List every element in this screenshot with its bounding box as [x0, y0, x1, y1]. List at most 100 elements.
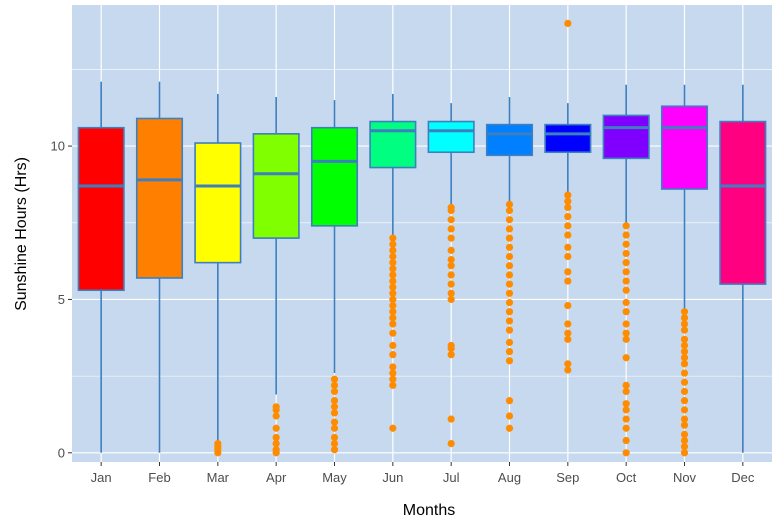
- outlier-point: [389, 252, 397, 261]
- outlier-point: [564, 320, 572, 328]
- outlier-point: [505, 206, 514, 215]
- outlier-point: [272, 433, 280, 442]
- outlier-point: [330, 418, 339, 426]
- outlier-point: [272, 446, 280, 454]
- x-tick-label: Jun: [382, 470, 403, 485]
- outlier-point: [622, 381, 630, 389]
- outlier-point: [680, 347, 689, 356]
- outlier-point: [272, 403, 280, 411]
- x-tick-label: Dec: [731, 470, 755, 485]
- outlier-point: [680, 415, 689, 423]
- outlier-point: [389, 341, 397, 350]
- box-aug: [485, 123, 534, 157]
- outlier-point: [622, 436, 630, 445]
- outlier-point: [330, 397, 339, 405]
- outlier-point: [680, 314, 689, 322]
- outlier-point: [389, 369, 397, 377]
- outlier-point: [564, 213, 572, 221]
- outlier-point: [389, 234, 397, 242]
- outlier-point: [447, 255, 455, 264]
- outlier-point: [330, 387, 339, 396]
- outlier-point: [622, 415, 630, 423]
- outlier-point: [505, 271, 514, 279]
- outlier-point: [680, 378, 689, 386]
- outlier-point: [389, 308, 397, 316]
- outlier-point: [505, 357, 514, 365]
- outlier-point: [680, 436, 689, 445]
- outlier-point: [564, 366, 572, 374]
- outlier-point: [680, 387, 689, 396]
- outlier-point: [447, 280, 455, 288]
- x-tick-label: Nov: [673, 470, 697, 485]
- outlier-point: [447, 203, 455, 212]
- outlier-point: [564, 301, 572, 310]
- outlier-point: [622, 406, 630, 414]
- outlier-point: [622, 298, 630, 307]
- outlier-point: [330, 381, 339, 389]
- box-jul: [427, 120, 475, 154]
- outlier-point: [622, 231, 630, 239]
- box-jun: [369, 120, 417, 169]
- outlier-point: [330, 403, 339, 411]
- y-tick-label: 0: [58, 445, 65, 460]
- outlier-point: [680, 421, 689, 429]
- outlier-point: [680, 335, 689, 343]
- box-oct: [602, 114, 650, 160]
- outlier-point: [447, 415, 455, 423]
- outlier-point: [389, 375, 397, 383]
- box-mar: [194, 142, 242, 264]
- x-tick-label: Sep: [556, 470, 579, 485]
- outlier-point: [680, 354, 689, 362]
- outlier-point: [680, 397, 689, 405]
- outlier-point: [272, 424, 280, 432]
- x-tick-label: Apr: [266, 470, 287, 485]
- outlier-point: [389, 363, 397, 371]
- outlier-point: [622, 240, 630, 248]
- y-tick-label: 5: [58, 292, 65, 307]
- outlier-point: [564, 252, 572, 261]
- outlier-point: [622, 320, 630, 328]
- outlier-point: [564, 243, 572, 251]
- outlier-point: [622, 387, 630, 396]
- outlier-point: [505, 298, 514, 307]
- outlier-point: [680, 443, 689, 451]
- outlier-point: [622, 424, 630, 432]
- outlier-point: [330, 433, 339, 442]
- outlier-point: [389, 424, 397, 432]
- outlier-point: [505, 262, 514, 270]
- outlier-point: [622, 335, 630, 343]
- outlier-point: [330, 424, 339, 432]
- x-tick-label: May: [322, 470, 347, 485]
- outlier-point: [389, 289, 397, 297]
- outlier-point: [389, 240, 397, 248]
- outlier-point: [564, 277, 572, 285]
- outlier-point: [389, 329, 397, 337]
- outlier-point: [680, 341, 689, 350]
- outlier-point: [564, 268, 572, 276]
- outlier-point: [447, 225, 455, 233]
- x-tick-label: Jul: [443, 470, 460, 485]
- outlier-point: [622, 277, 630, 285]
- outlier-point: [389, 314, 397, 322]
- outlier-point: [272, 412, 280, 420]
- outlier-point: [505, 326, 514, 334]
- x-axis-title: Months: [403, 502, 455, 519]
- outlier-point: [389, 295, 397, 304]
- outlier-point: [680, 449, 689, 457]
- outlier-point: [505, 397, 514, 405]
- box-feb: [135, 117, 184, 279]
- outlier-point: [622, 400, 630, 408]
- outlier-point: [389, 283, 397, 291]
- outlier-point: [564, 19, 572, 28]
- x-tick-label: Feb: [148, 470, 170, 485]
- outlier-point: [505, 317, 514, 325]
- box-jan: [77, 126, 125, 292]
- outlier-point: [622, 286, 630, 294]
- plot-panel: [72, 5, 772, 462]
- outlier-point: [622, 329, 630, 337]
- outlier-point: [505, 234, 514, 242]
- x-tick-label: Aug: [498, 470, 521, 485]
- outlier-point: [447, 246, 455, 254]
- box-apr: [252, 133, 300, 239]
